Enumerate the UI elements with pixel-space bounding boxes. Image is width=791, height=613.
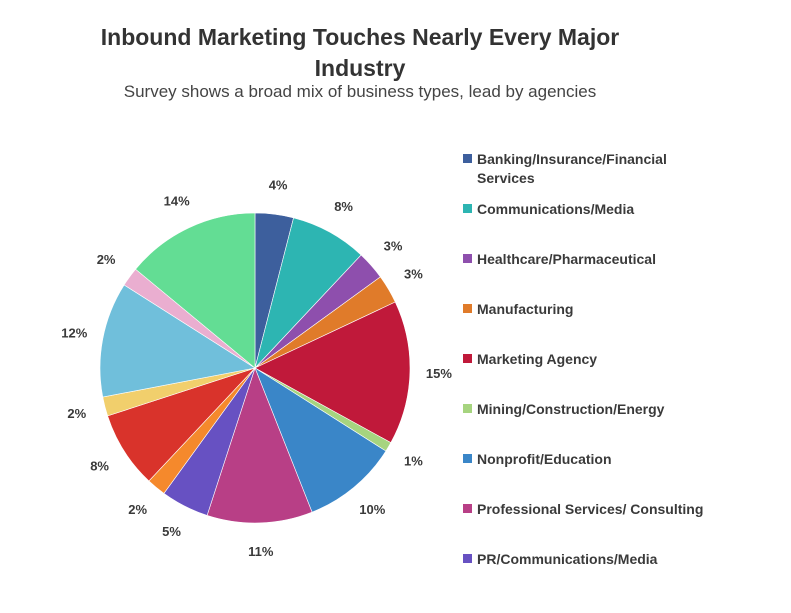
slice-label-15: 14% xyxy=(164,194,190,209)
slice-label-9: 5% xyxy=(162,524,181,539)
legend-label: Banking/Insurance/Financial Services xyxy=(477,151,667,186)
legend-label: Healthcare/Pharmaceutical xyxy=(477,251,656,267)
legend-label: Mining/Construction/Energy xyxy=(477,401,665,417)
slice-label-5: 15% xyxy=(426,366,452,381)
pie-slice-13 xyxy=(99,284,256,398)
slice-label-14: 2% xyxy=(97,252,116,267)
legend-label: Nonprofit/Education xyxy=(477,451,612,467)
legend-label: Professional Services/ Consulting xyxy=(477,501,704,517)
pie-slice-15 xyxy=(135,212,256,369)
pie-slice-8 xyxy=(206,367,313,524)
legend-label: Marketing Agency xyxy=(477,351,598,367)
slice-label-1: 4% xyxy=(269,178,288,193)
slice-label-12: 2% xyxy=(67,406,86,421)
slice-label-7: 10% xyxy=(359,502,385,517)
legend-label: Manufacturing xyxy=(477,301,574,317)
legend-swatch xyxy=(463,454,472,463)
pie-slice-5 xyxy=(254,301,411,444)
legend-swatch xyxy=(463,554,472,563)
legend-swatch xyxy=(463,404,472,413)
legend-label: PR/Communications/Media xyxy=(477,551,658,567)
slice-label-3: 3% xyxy=(384,238,403,253)
legend-swatch xyxy=(463,204,472,213)
legend-label: Communications/Media xyxy=(477,201,635,217)
pie-slice-7 xyxy=(254,367,387,513)
legend-swatch xyxy=(463,504,472,513)
slice-label-8: 11% xyxy=(248,544,274,559)
slice-label-6: 1% xyxy=(404,454,423,469)
slice-label-10: 2% xyxy=(128,502,147,517)
slice-label-4: 3% xyxy=(404,266,423,281)
legend-swatch xyxy=(463,304,472,313)
legend-swatch xyxy=(463,154,472,163)
chart-subtitle: Survey shows a broad mix of business typ… xyxy=(123,82,597,101)
slice-label-11: 8% xyxy=(90,459,109,474)
chart-title: Inbound Marketing Touches Nearly Every M… xyxy=(100,24,620,81)
pie-slices xyxy=(99,212,411,524)
slice-label-2: 8% xyxy=(334,199,353,214)
legend-swatch xyxy=(463,254,472,263)
pie-labels: 4% 8% 3%3% 15% 1% 10% 11% 5% 2% 8% 2% 12% 2% 14% xyxy=(61,178,452,559)
slice-label-13: 12% xyxy=(61,326,87,341)
legend-swatch xyxy=(463,354,472,363)
